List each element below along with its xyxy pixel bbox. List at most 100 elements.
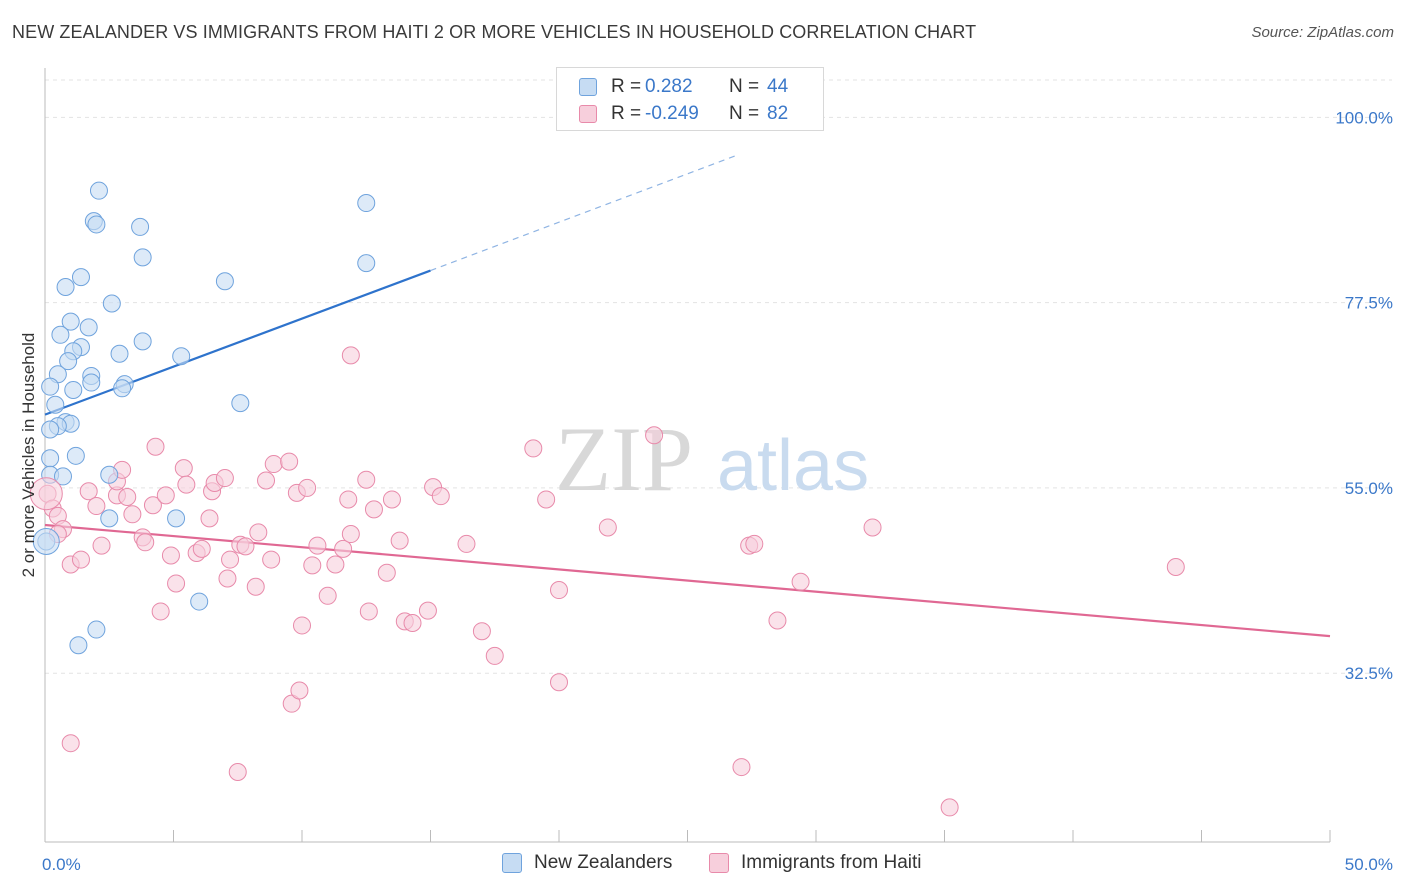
data-point [326, 555, 345, 574]
data-point [110, 344, 129, 363]
data-point [146, 437, 165, 456]
series-legend: New Zealanders Immigrants from Haiti [0, 852, 1406, 878]
data-point [298, 478, 317, 497]
y-axis-label: 2 or more Vehicles in Household [19, 333, 38, 578]
data-point [863, 518, 882, 537]
chart-title: NEW ZEALANDER VS IMMIGRANTS FROM HAITI 2… [12, 22, 977, 42]
data-point [280, 452, 299, 471]
data-point [431, 487, 450, 506]
data-point [418, 601, 437, 620]
data-point [745, 534, 764, 553]
data-point [339, 490, 358, 509]
data-point [341, 525, 360, 544]
pink-swatch-icon [709, 853, 729, 873]
y-tick-label: 100.0% [1335, 108, 1393, 127]
data-point [167, 509, 186, 528]
data-point [79, 482, 98, 501]
blue-swatch-icon [502, 853, 522, 873]
data-point [382, 490, 401, 509]
data-point [151, 602, 170, 621]
data-point [71, 268, 90, 287]
data-point [228, 763, 247, 782]
legend-row-new-zealanders: R = 0.282 N = 44 [579, 73, 788, 101]
data-point [791, 572, 810, 591]
data-point [41, 377, 60, 396]
legend-label: Immigrants from Haiti [741, 852, 922, 873]
data-point [102, 294, 121, 313]
data-point [82, 373, 101, 392]
r-value: 0.282 [645, 76, 693, 97]
data-point [236, 537, 255, 556]
data-point [472, 622, 491, 641]
trend-line-new-zealanders [44, 269, 431, 416]
data-point [200, 509, 219, 528]
watermark: ZIP atlas [555, 408, 869, 510]
data-point [41, 449, 60, 468]
data-point [403, 613, 422, 632]
data-point [190, 592, 209, 611]
data-point [32, 527, 60, 555]
data-point [59, 352, 78, 371]
data-point [1166, 557, 1185, 576]
data-point [550, 581, 568, 600]
data-point [136, 533, 155, 552]
data-point [390, 531, 409, 550]
data-point [290, 681, 309, 700]
y-tick-label: 55.0% [1345, 479, 1393, 498]
trend-line-haiti [44, 523, 1331, 638]
y-tick-label: 77.5% [1345, 294, 1393, 313]
data-point [167, 574, 186, 593]
data-point [113, 379, 132, 398]
data-point [215, 272, 234, 291]
data-point [732, 758, 751, 777]
data-point [131, 217, 150, 236]
data-point [293, 616, 311, 635]
data-point [156, 486, 175, 505]
data-point [598, 518, 617, 537]
legend-item-haiti: Immigrants from Haiti [709, 852, 922, 874]
data-point [246, 577, 265, 596]
data-point [940, 798, 959, 817]
r-value: -0.249 [645, 103, 699, 124]
data-point [133, 248, 152, 267]
data-point [118, 487, 137, 506]
data-point [46, 395, 65, 414]
data-point [192, 539, 211, 558]
data-points [29, 181, 1185, 817]
data-point [87, 497, 106, 516]
n-label: N = [729, 103, 760, 124]
n-label: N = [729, 76, 760, 97]
data-point [215, 469, 234, 488]
source-label: Source: ZipAtlas.com [1251, 24, 1394, 41]
data-point [231, 394, 250, 413]
data-point [123, 505, 142, 524]
x-tick-label: 0.0% [42, 855, 81, 874]
legend-label: New Zealanders [534, 852, 673, 873]
data-point [249, 523, 268, 542]
data-point [100, 465, 119, 484]
r-label: R = [611, 103, 642, 124]
data-point [41, 420, 60, 439]
x-tick-label: 50.0% [1345, 855, 1393, 874]
data-point [357, 194, 376, 213]
data-point [89, 181, 108, 200]
data-point [485, 646, 504, 665]
data-point [79, 318, 98, 337]
data-point [61, 734, 80, 753]
watermark-zip: ZIP [555, 408, 693, 510]
data-point [172, 347, 191, 366]
y-tick-label: 32.5% [1345, 664, 1393, 683]
data-point [257, 471, 276, 490]
data-point [221, 550, 240, 569]
data-point [524, 439, 543, 458]
data-point [66, 446, 85, 465]
data-point [56, 278, 75, 297]
n-value: 82 [767, 103, 789, 124]
data-point [537, 490, 556, 509]
correlation-legend: R = 0.282 N = 44 R = -0.249 N = 82 [556, 67, 824, 131]
legend-row-haiti: R = -0.249 N = 82 [579, 100, 788, 128]
data-point [262, 550, 281, 569]
data-point [364, 500, 383, 519]
data-point [61, 312, 80, 331]
